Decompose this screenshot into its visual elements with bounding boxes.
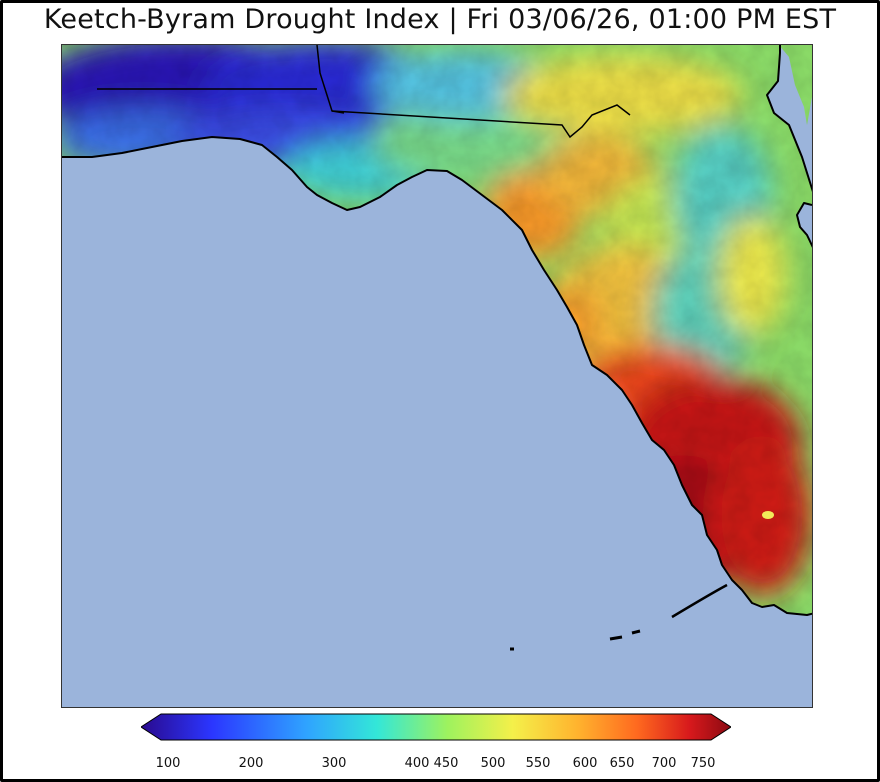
colorbar-tick-label: 400 xyxy=(404,756,430,771)
colorbar-tick-label: 300 xyxy=(321,756,347,771)
colorbar-tick-label: 550 xyxy=(525,756,551,771)
colorbar-gradient xyxy=(141,713,731,741)
colorbar-tick-label: 750 xyxy=(690,756,716,771)
colorbar-tick-label: 650 xyxy=(609,756,635,771)
lake-okeechobee xyxy=(762,511,774,519)
state-borders xyxy=(97,45,631,139)
drought-map xyxy=(62,45,812,707)
coastline xyxy=(62,45,812,651)
map-title: Keetch-Byram Drought Index | Fri 03/06/2… xyxy=(43,4,837,35)
colorbar-tick-label: 100 xyxy=(155,756,181,771)
colorbar-tick-labels: 100 200 300 400 450 500 550 600 650 700 750 xyxy=(0,756,880,776)
colorbar-tick-label: 450 xyxy=(433,756,459,771)
colorbar-tick-label: 600 xyxy=(572,756,598,771)
colorbar-tick-label: 200 xyxy=(238,756,264,771)
map-panel xyxy=(61,44,813,708)
colorbar xyxy=(141,713,731,741)
colorbar-tick-label: 500 xyxy=(480,756,506,771)
colorbar-tick-label: 700 xyxy=(651,756,677,771)
